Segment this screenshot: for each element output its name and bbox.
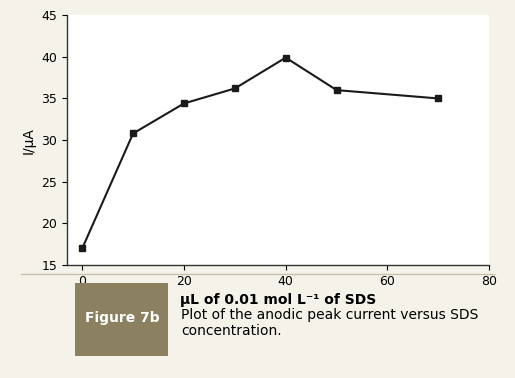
FancyBboxPatch shape [75,282,168,356]
Text: Figure 7b: Figure 7b [84,311,159,325]
X-axis label: μL of 0.01 mol L⁻¹ of SDS: μL of 0.01 mol L⁻¹ of SDS [180,293,376,307]
Y-axis label: I/μA: I/μA [22,127,36,153]
Text: Plot of the anodic peak current versus SDS
concentration.: Plot of the anodic peak current versus S… [181,308,478,338]
